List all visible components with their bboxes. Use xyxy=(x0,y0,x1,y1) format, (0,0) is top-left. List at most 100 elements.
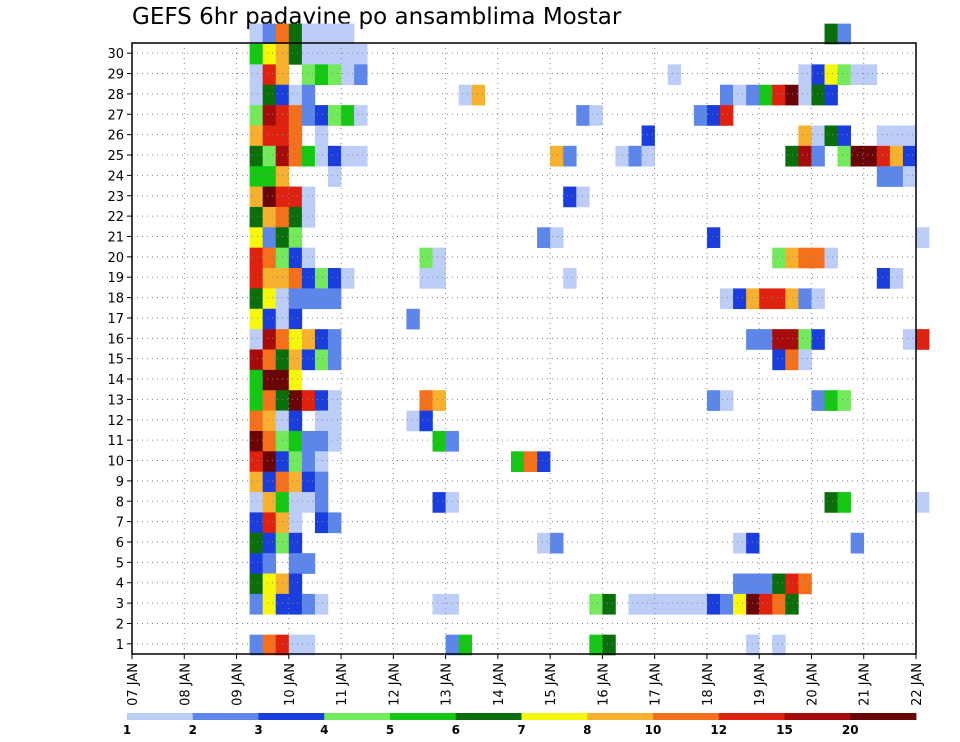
heatmap-cell xyxy=(275,573,290,595)
heatmap-cell xyxy=(249,166,263,187)
heatmap-cell xyxy=(706,390,721,411)
heatmap-cell xyxy=(301,84,316,106)
heatmap-cell xyxy=(445,593,459,615)
heatmap-cell xyxy=(746,288,760,310)
heatmap-cell xyxy=(275,105,290,126)
heatmap-cell xyxy=(667,64,682,86)
heatmap-cell xyxy=(262,64,277,86)
heatmap-cell xyxy=(288,492,303,513)
heatmap-cell xyxy=(301,553,316,574)
y-tick-label: 27 xyxy=(107,108,124,123)
y-tick-label: 2 xyxy=(116,617,124,632)
heatmap-cell xyxy=(249,64,263,86)
plot-frame xyxy=(131,42,917,655)
heatmap-cell xyxy=(785,593,799,615)
heatmap-cell xyxy=(602,593,616,615)
legend-label: 12 xyxy=(710,723,727,737)
x-tick-label: 13 JAN xyxy=(440,663,455,706)
heatmap-cell xyxy=(354,44,368,65)
heatmap-cell xyxy=(328,44,342,65)
heatmap-cell xyxy=(314,471,329,493)
heatmap-cell xyxy=(301,105,316,126)
legend-label: 5 xyxy=(386,723,394,737)
heatmap-cell xyxy=(837,125,851,147)
heatmap-cell xyxy=(314,512,329,534)
heatmap-cell xyxy=(902,125,917,147)
heatmap-cell xyxy=(354,145,368,167)
heatmap-cell xyxy=(589,105,603,126)
y-tick-label: 8 xyxy=(116,495,124,510)
heatmap-cell xyxy=(249,430,263,452)
heatmap-cell xyxy=(249,369,263,391)
heatmap-cell xyxy=(824,23,838,45)
heatmap-cell xyxy=(576,186,590,208)
heatmap-cell xyxy=(798,247,812,269)
legend-swatch xyxy=(324,713,391,720)
y-tick-label: 5 xyxy=(116,556,124,571)
heatmap-cell xyxy=(720,288,734,310)
heatmap-cell xyxy=(798,125,812,147)
y-tick-label: 12 xyxy=(107,414,124,429)
y-tick-label: 26 xyxy=(107,129,124,144)
heatmap-cell xyxy=(275,430,290,452)
heatmap-cell xyxy=(759,288,773,310)
heatmap-cell xyxy=(275,512,290,534)
heatmap-cell xyxy=(301,349,316,371)
heatmap-cell xyxy=(746,329,760,350)
heatmap-cell xyxy=(785,145,799,167)
heatmap-cell xyxy=(301,451,316,472)
heatmap-cell xyxy=(733,84,747,106)
heatmap-cell xyxy=(288,105,303,126)
heatmap-cell xyxy=(354,105,368,126)
heatmap-cell xyxy=(837,64,851,86)
heatmap-cell xyxy=(537,532,551,554)
heatmap-cell xyxy=(262,44,277,65)
color-legend: 1 2 3 4 5 6 7 8 10 12 15 20 xyxy=(123,713,917,737)
heatmap-cell xyxy=(876,268,891,289)
legend-label: 1 xyxy=(123,723,131,737)
y-tick-label: 16 xyxy=(107,332,124,347)
heatmap-cell xyxy=(288,593,303,615)
y-tick-label: 1 xyxy=(116,638,124,653)
heatmap-cell xyxy=(275,308,290,330)
heatmap-cell xyxy=(746,634,760,656)
heatmap-cell xyxy=(288,145,303,167)
x-tick-label: 18 JAN xyxy=(701,663,716,706)
y-tick-label: 28 xyxy=(107,88,124,103)
heatmap-cell xyxy=(275,471,290,493)
heatmap-cell xyxy=(471,84,486,106)
heatmap-cell xyxy=(314,430,329,452)
heatmap-cell xyxy=(249,105,263,126)
heatmap-cell xyxy=(341,145,355,167)
heatmap-cell xyxy=(249,247,263,269)
heatmap-cell xyxy=(876,145,891,167)
heatmap-cell xyxy=(275,634,290,656)
heatmap-cell xyxy=(733,532,747,554)
heatmap-cell xyxy=(746,532,760,554)
heatmap-cell xyxy=(693,105,708,126)
heatmap-cell xyxy=(249,451,263,472)
heatmap-cell xyxy=(550,532,564,554)
heatmap-cell xyxy=(680,593,695,615)
heatmap-cell xyxy=(262,471,277,493)
heatmap-cell xyxy=(275,410,290,432)
heatmap-cell xyxy=(262,430,277,452)
heatmap-cell xyxy=(275,492,290,513)
heatmap-cell xyxy=(889,125,904,147)
legend-label: 4 xyxy=(320,723,328,737)
heatmap-cell xyxy=(720,593,734,615)
heatmap-cell xyxy=(262,329,277,350)
y-tick-label: 18 xyxy=(107,292,124,307)
legend-label: 6 xyxy=(452,723,460,737)
heatmap-cell xyxy=(916,227,930,248)
heatmap-cell xyxy=(341,105,355,126)
heatmap-cell xyxy=(249,84,263,106)
heatmap-cell xyxy=(262,532,277,554)
heatmap-cell xyxy=(889,268,904,289)
heatmap-cell xyxy=(288,247,303,269)
heatmap-cell xyxy=(328,288,342,310)
heatmap-cell xyxy=(288,44,303,65)
heatmap-cell xyxy=(432,492,446,513)
heatmap-cell xyxy=(772,573,786,595)
y-tick-label: 6 xyxy=(116,536,124,551)
